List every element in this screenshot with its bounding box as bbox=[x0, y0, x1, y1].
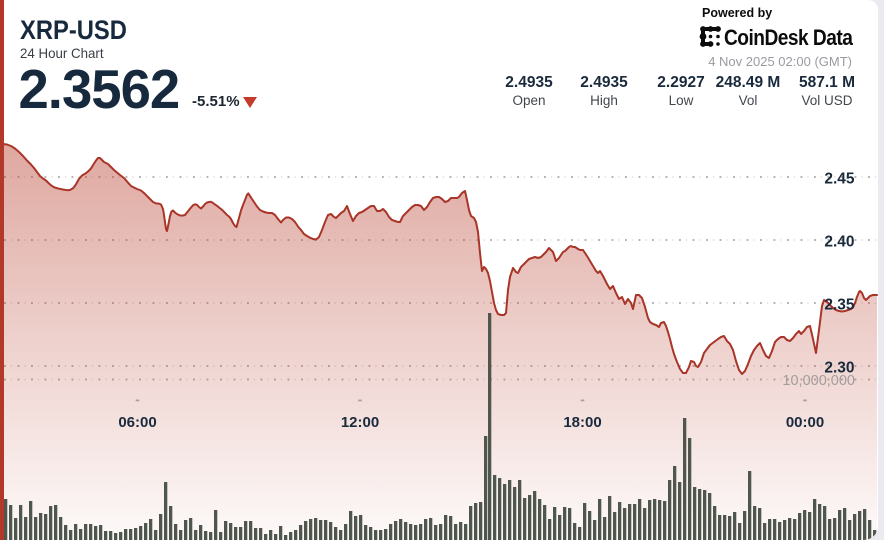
svg-text:2.40: 2.40 bbox=[824, 234, 854, 251]
svg-text:06:00: 06:00 bbox=[118, 414, 156, 431]
svg-text:2.35: 2.35 bbox=[824, 297, 855, 314]
svg-text:2.45: 2.45 bbox=[824, 171, 855, 188]
svg-text:18:00: 18:00 bbox=[563, 414, 601, 431]
svg-text:10,000,000: 10,000,000 bbox=[782, 373, 855, 389]
svg-text:2.30: 2.30 bbox=[824, 360, 854, 377]
svg-text:12:00: 12:00 bbox=[341, 414, 379, 431]
svg-text:00:00: 00:00 bbox=[786, 414, 824, 431]
